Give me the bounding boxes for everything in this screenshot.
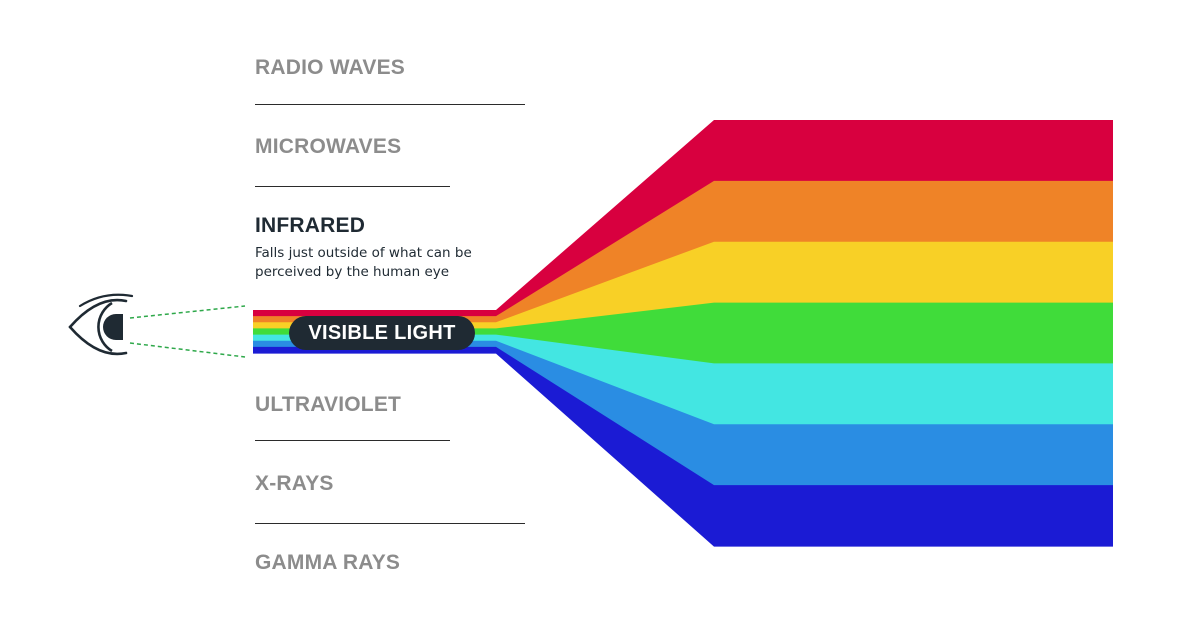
band-label-ultraviolet: ULTRAVIOLET: [255, 393, 402, 416]
band-label-microwaves: MICROWAVES: [255, 135, 402, 158]
infrared-description: Falls just outside of what can be percei…: [255, 245, 472, 280]
divider: [255, 523, 525, 524]
light-ribbon-3: [253, 241, 1113, 330]
divider: [255, 440, 450, 441]
eye-icon: [68, 293, 134, 356]
light-ribbon-7: [253, 346, 1113, 547]
light-ribbon-4: [253, 302, 1113, 365]
light-ribbon-2: [253, 180, 1113, 323]
band-label-x-rays: X-RAYS: [255, 472, 334, 495]
band-label-infrared: INFRARED: [255, 214, 366, 237]
divider: [255, 186, 450, 187]
visible-light-label: VISIBLE LIGHT: [308, 321, 456, 344]
light-ribbon-1: [253, 120, 1113, 317]
light-ribbon-5: [253, 334, 1113, 425]
visible-light-badge: VISIBLE LIGHT: [289, 316, 475, 350]
light-ribbon-6: [253, 340, 1113, 486]
band-label-radio-waves: RADIO WAVES: [255, 56, 405, 79]
divider: [255, 104, 525, 105]
sight-line-lower: [129, 342, 246, 358]
sight-line-upper: [129, 305, 246, 319]
band-label-gamma-rays: GAMMA RAYS: [255, 551, 401, 574]
